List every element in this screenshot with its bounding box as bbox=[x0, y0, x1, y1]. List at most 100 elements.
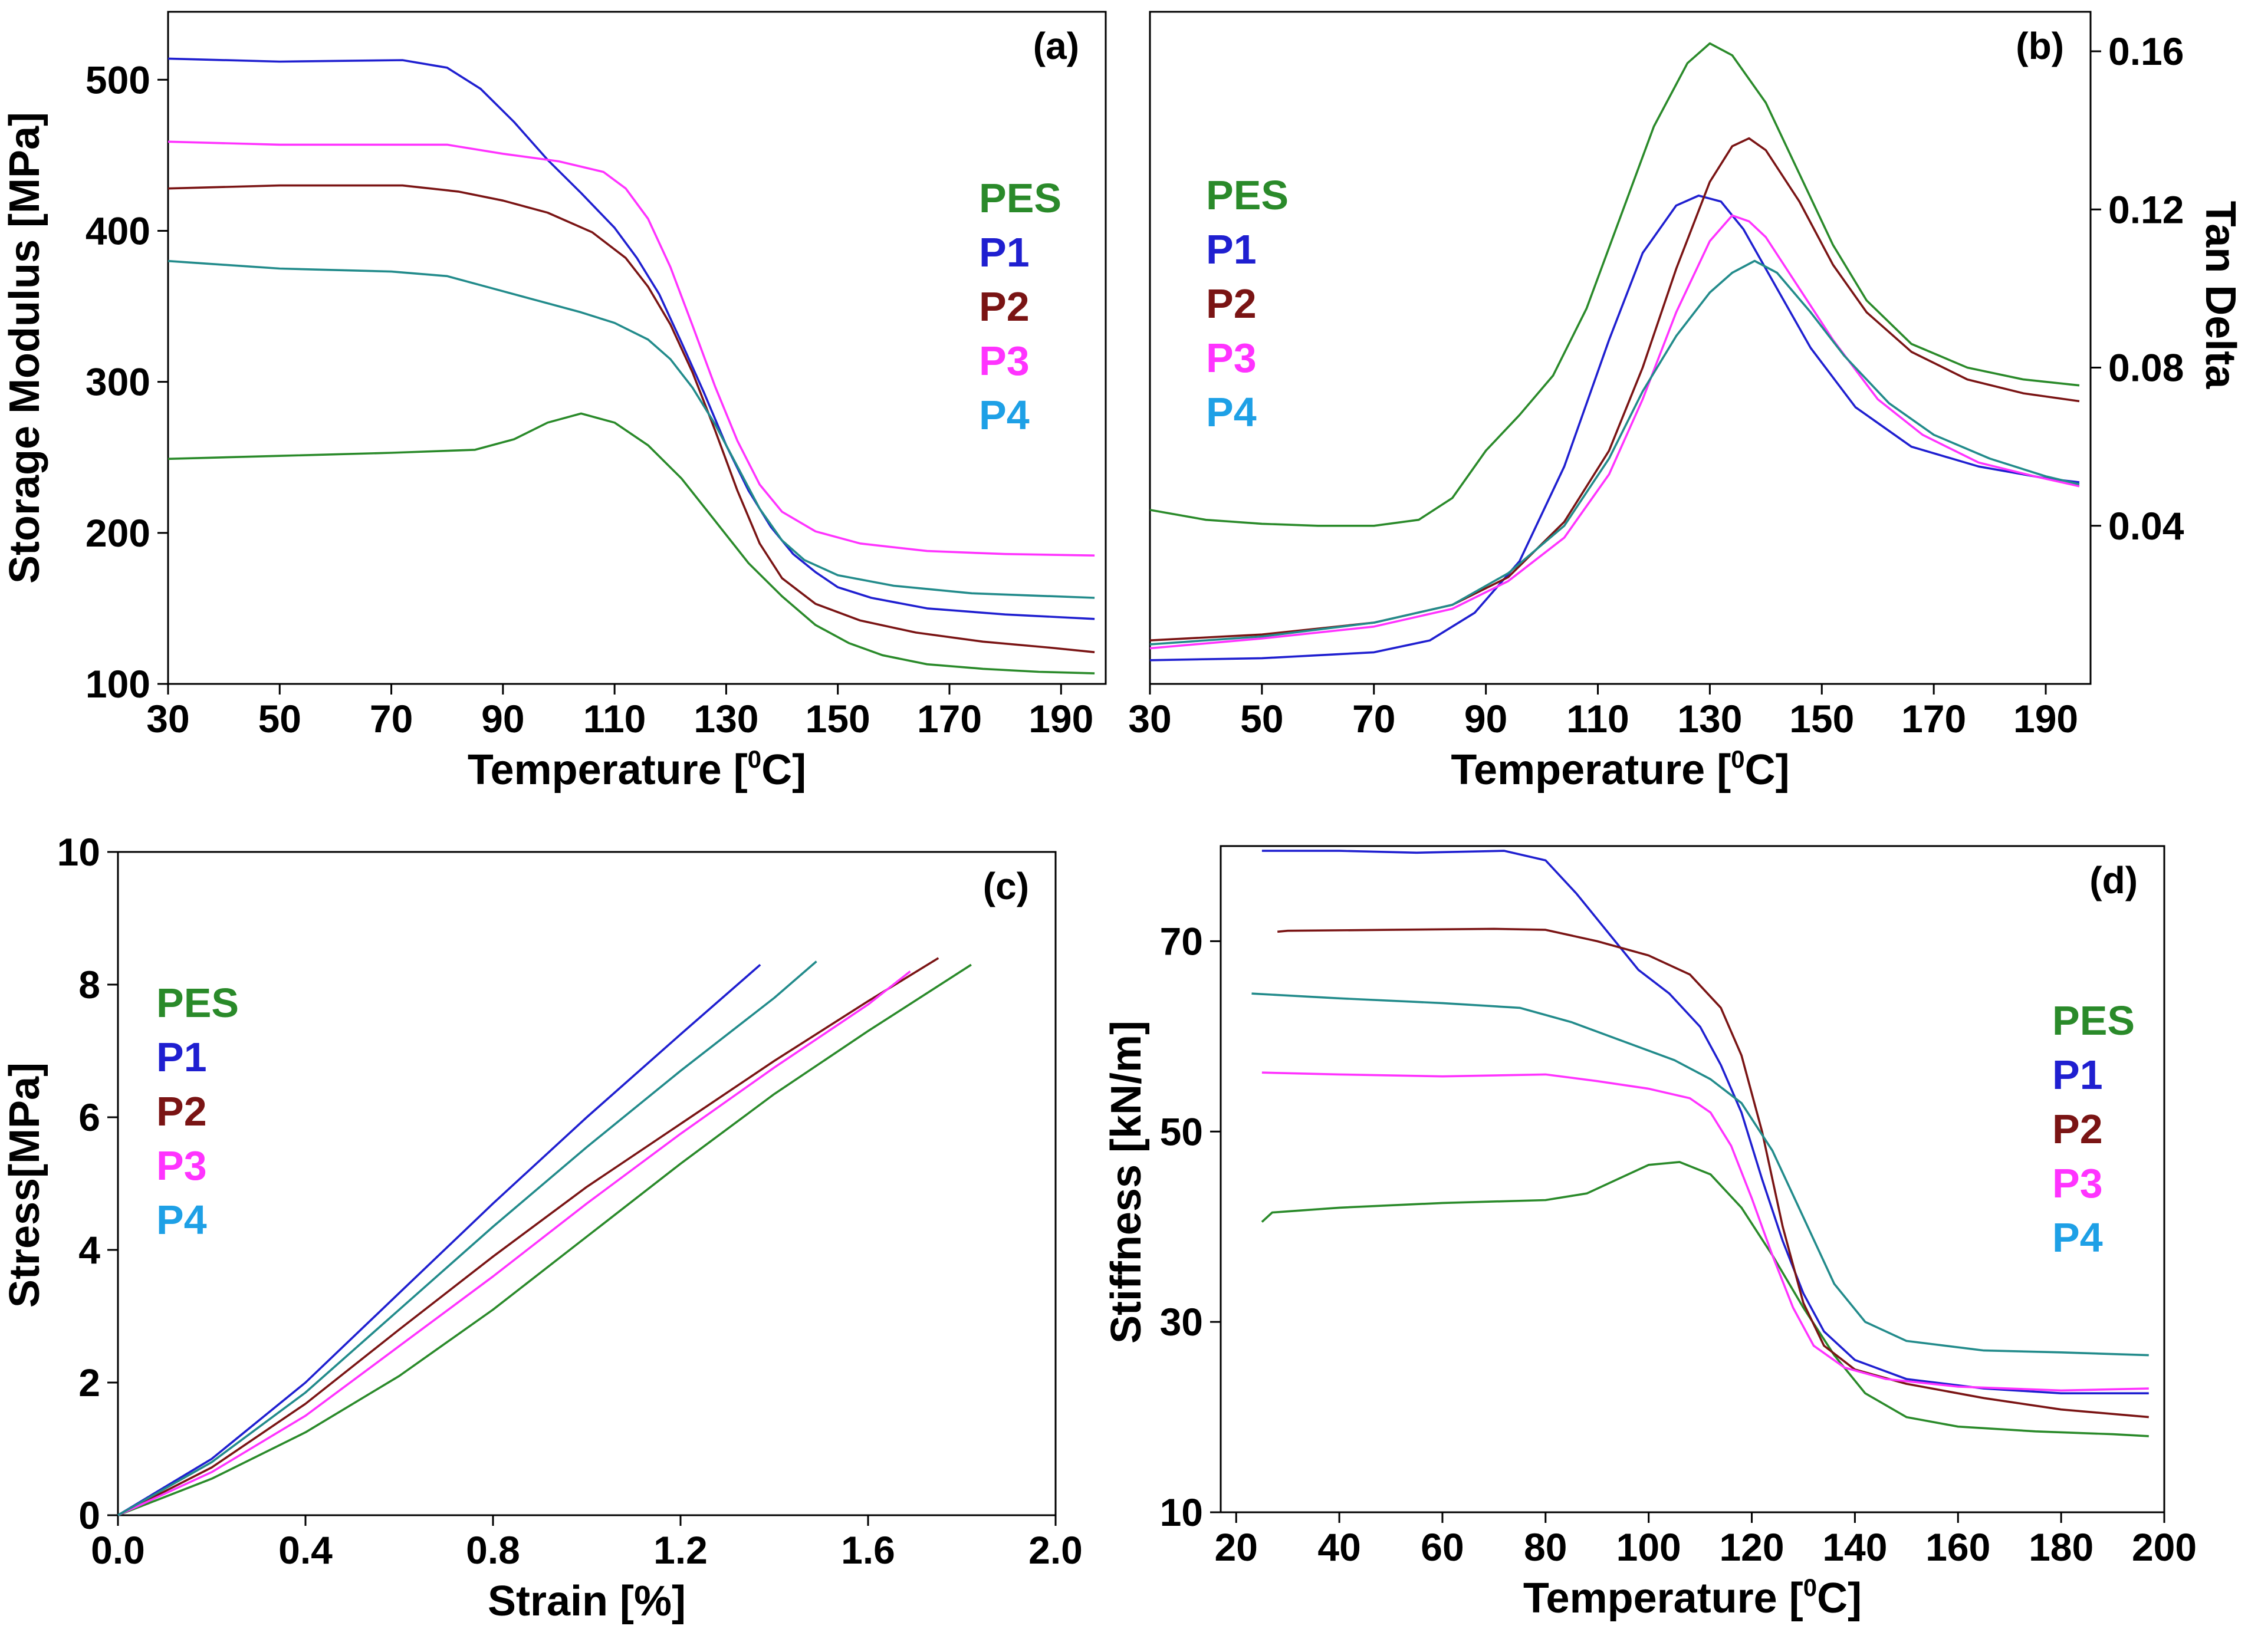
legend-item-p2: P2 bbox=[979, 284, 1030, 330]
panel-c: 0.0 0.4 0.8 1.2 1.6 2.0 0 2 4 6 8 10 (c) Strain [%] St… bbox=[1, 830, 1083, 1625]
y-tick-label: 500 bbox=[86, 58, 150, 101]
y-tick-label: 400 bbox=[86, 209, 150, 252]
series-line-pes bbox=[1261, 1161, 2149, 1437]
legend-item-p4: P4 bbox=[156, 1197, 207, 1243]
y-tick-label: 0.08 bbox=[2108, 346, 2184, 390]
y-tick-label: 10 bbox=[1160, 1490, 1203, 1534]
series-line-p2 bbox=[1277, 927, 2149, 1419]
y-tick-label: 2 bbox=[78, 1361, 100, 1404]
y-axis-label: Storage Modulus [MPa] bbox=[1, 112, 48, 584]
legend-item-pes: PES bbox=[156, 980, 239, 1026]
series-line-p3 bbox=[1261, 1071, 2149, 1392]
panel-label: (a) bbox=[1033, 25, 1079, 67]
y-tick-label: 0.12 bbox=[2108, 187, 2184, 231]
x-tick-label: 160 bbox=[1925, 1525, 1990, 1569]
x-tick-label: 40 bbox=[1317, 1525, 1360, 1569]
series-line-pes bbox=[117, 963, 972, 1516]
plot-frame bbox=[1149, 11, 2092, 685]
x-axis-label: Strain [%] bbox=[488, 1578, 686, 1625]
y-tick-label: 0.16 bbox=[2108, 29, 2184, 73]
x-tick-label: 170 bbox=[917, 697, 982, 741]
series-line-p1 bbox=[1261, 850, 2149, 1394]
legend-item-p2: P2 bbox=[1206, 281, 1257, 327]
y-axis-label: Stress[MPa] bbox=[1, 1062, 48, 1308]
y-tick-label: 200 bbox=[86, 511, 150, 555]
y-tick-label: 10 bbox=[57, 830, 100, 874]
series-line-p3 bbox=[167, 140, 1095, 557]
x-tick-label: 110 bbox=[583, 697, 646, 741]
x-tick-label: 20 bbox=[1215, 1525, 1258, 1569]
x-tick-label: 180 bbox=[2029, 1525, 2093, 1569]
x-tick-label: 190 bbox=[1028, 697, 1093, 741]
x-tick-label: 30 bbox=[146, 697, 189, 741]
y-tick-label: 6 bbox=[78, 1095, 100, 1139]
x-tick-label: 90 bbox=[481, 697, 524, 741]
x-tick-label: 130 bbox=[1677, 697, 1742, 741]
x-tick-label: 110 bbox=[1566, 697, 1629, 741]
x-tick-label: 30 bbox=[1128, 697, 1171, 741]
series-line-p3 bbox=[117, 970, 911, 1516]
y-tick-label: 300 bbox=[86, 360, 150, 404]
series-line-p4 bbox=[167, 259, 1095, 599]
legend-item-p1: P1 bbox=[979, 229, 1030, 275]
x-axis-label: Temperature [0C] bbox=[1523, 1574, 1862, 1622]
legend-item-p4: P4 bbox=[1206, 389, 1257, 435]
legend-item-p1: P1 bbox=[1206, 226, 1257, 272]
panel-label: (d) bbox=[2089, 859, 2138, 901]
x-tick-label: 200 bbox=[2132, 1525, 2197, 1569]
panel-a: 30 50 70 90 110 130 150 170 190 100 200 300 400 500 (a… bbox=[1, 11, 1107, 794]
legend-item-p1: P1 bbox=[2052, 1052, 2103, 1098]
plot-frame bbox=[117, 851, 1057, 1516]
y-tick-label: 4 bbox=[78, 1228, 100, 1272]
series-line-p1 bbox=[117, 963, 761, 1516]
series-line-p4 bbox=[1149, 259, 2080, 646]
y-tick-label: 0 bbox=[78, 1493, 100, 1537]
x-axis-label: Temperature [0C] bbox=[468, 745, 806, 794]
x-tick-label: 2.0 bbox=[1028, 1528, 1083, 1572]
y-axis-label: Stiffness [kN/m] bbox=[1103, 1021, 1150, 1344]
legend-item-p4: P4 bbox=[2052, 1215, 2103, 1261]
panel-d: 20 40 60 80 100 120 140 160 180 200 10 30 50 70 (d) Tem… bbox=[1103, 845, 2197, 1622]
x-tick-label: 0.0 bbox=[91, 1528, 145, 1572]
y-tick-label: 100 bbox=[86, 662, 150, 706]
x-tick-label: 50 bbox=[1240, 697, 1283, 741]
y-tick-label: 50 bbox=[1160, 1110, 1203, 1153]
panel-b: 30 50 70 90 110 130 150 170 190 0.04 0.08 0.12 0.16 (… bbox=[1128, 11, 2244, 794]
series-line-p1 bbox=[167, 57, 1095, 620]
x-tick-label: 0.4 bbox=[278, 1528, 333, 1572]
x-tick-label: 150 bbox=[806, 697, 870, 741]
y-tick-label: 0.04 bbox=[2108, 504, 2184, 548]
plot-frame bbox=[167, 11, 1107, 685]
x-tick-label: 170 bbox=[1901, 697, 1966, 741]
panel-label: (b) bbox=[2016, 25, 2064, 67]
y-tick-label: 30 bbox=[1160, 1300, 1203, 1344]
x-tick-label: 1.2 bbox=[653, 1528, 708, 1572]
series-line-pes bbox=[1149, 42, 2080, 527]
legend-item-p3: P3 bbox=[2052, 1160, 2103, 1206]
series-line-p4 bbox=[1251, 992, 2149, 1357]
legend-item-p3: P3 bbox=[1206, 335, 1257, 381]
y-axis-label: Tan Delta bbox=[2197, 201, 2244, 390]
x-tick-label: 50 bbox=[258, 697, 301, 741]
x-tick-label: 150 bbox=[1789, 697, 1854, 741]
x-tick-label: 70 bbox=[370, 697, 413, 741]
x-tick-label: 60 bbox=[1421, 1525, 1464, 1569]
series-line-p2 bbox=[1149, 137, 2080, 641]
panel-label: (c) bbox=[983, 865, 1029, 907]
series-line-p3 bbox=[1149, 214, 2080, 650]
x-tick-label: 130 bbox=[694, 697, 758, 741]
legend-item-pes: PES bbox=[1206, 172, 1289, 218]
y-tick-label: 70 bbox=[1160, 919, 1203, 963]
legend-item-p3: P3 bbox=[156, 1143, 207, 1189]
series-line-p2 bbox=[117, 957, 939, 1516]
legend-item-p2: P2 bbox=[2052, 1106, 2103, 1152]
x-tick-label: 100 bbox=[1616, 1525, 1681, 1569]
y-tick-label: 8 bbox=[78, 963, 100, 1006]
x-tick-label: 0.8 bbox=[466, 1528, 520, 1572]
legend-item-pes: PES bbox=[979, 175, 1061, 221]
legend-item-p4: P4 bbox=[979, 392, 1030, 438]
series-line-pes bbox=[167, 412, 1095, 674]
x-axis-label: Temperature [0C] bbox=[1451, 745, 1789, 794]
series-line-p1 bbox=[1149, 195, 2080, 662]
